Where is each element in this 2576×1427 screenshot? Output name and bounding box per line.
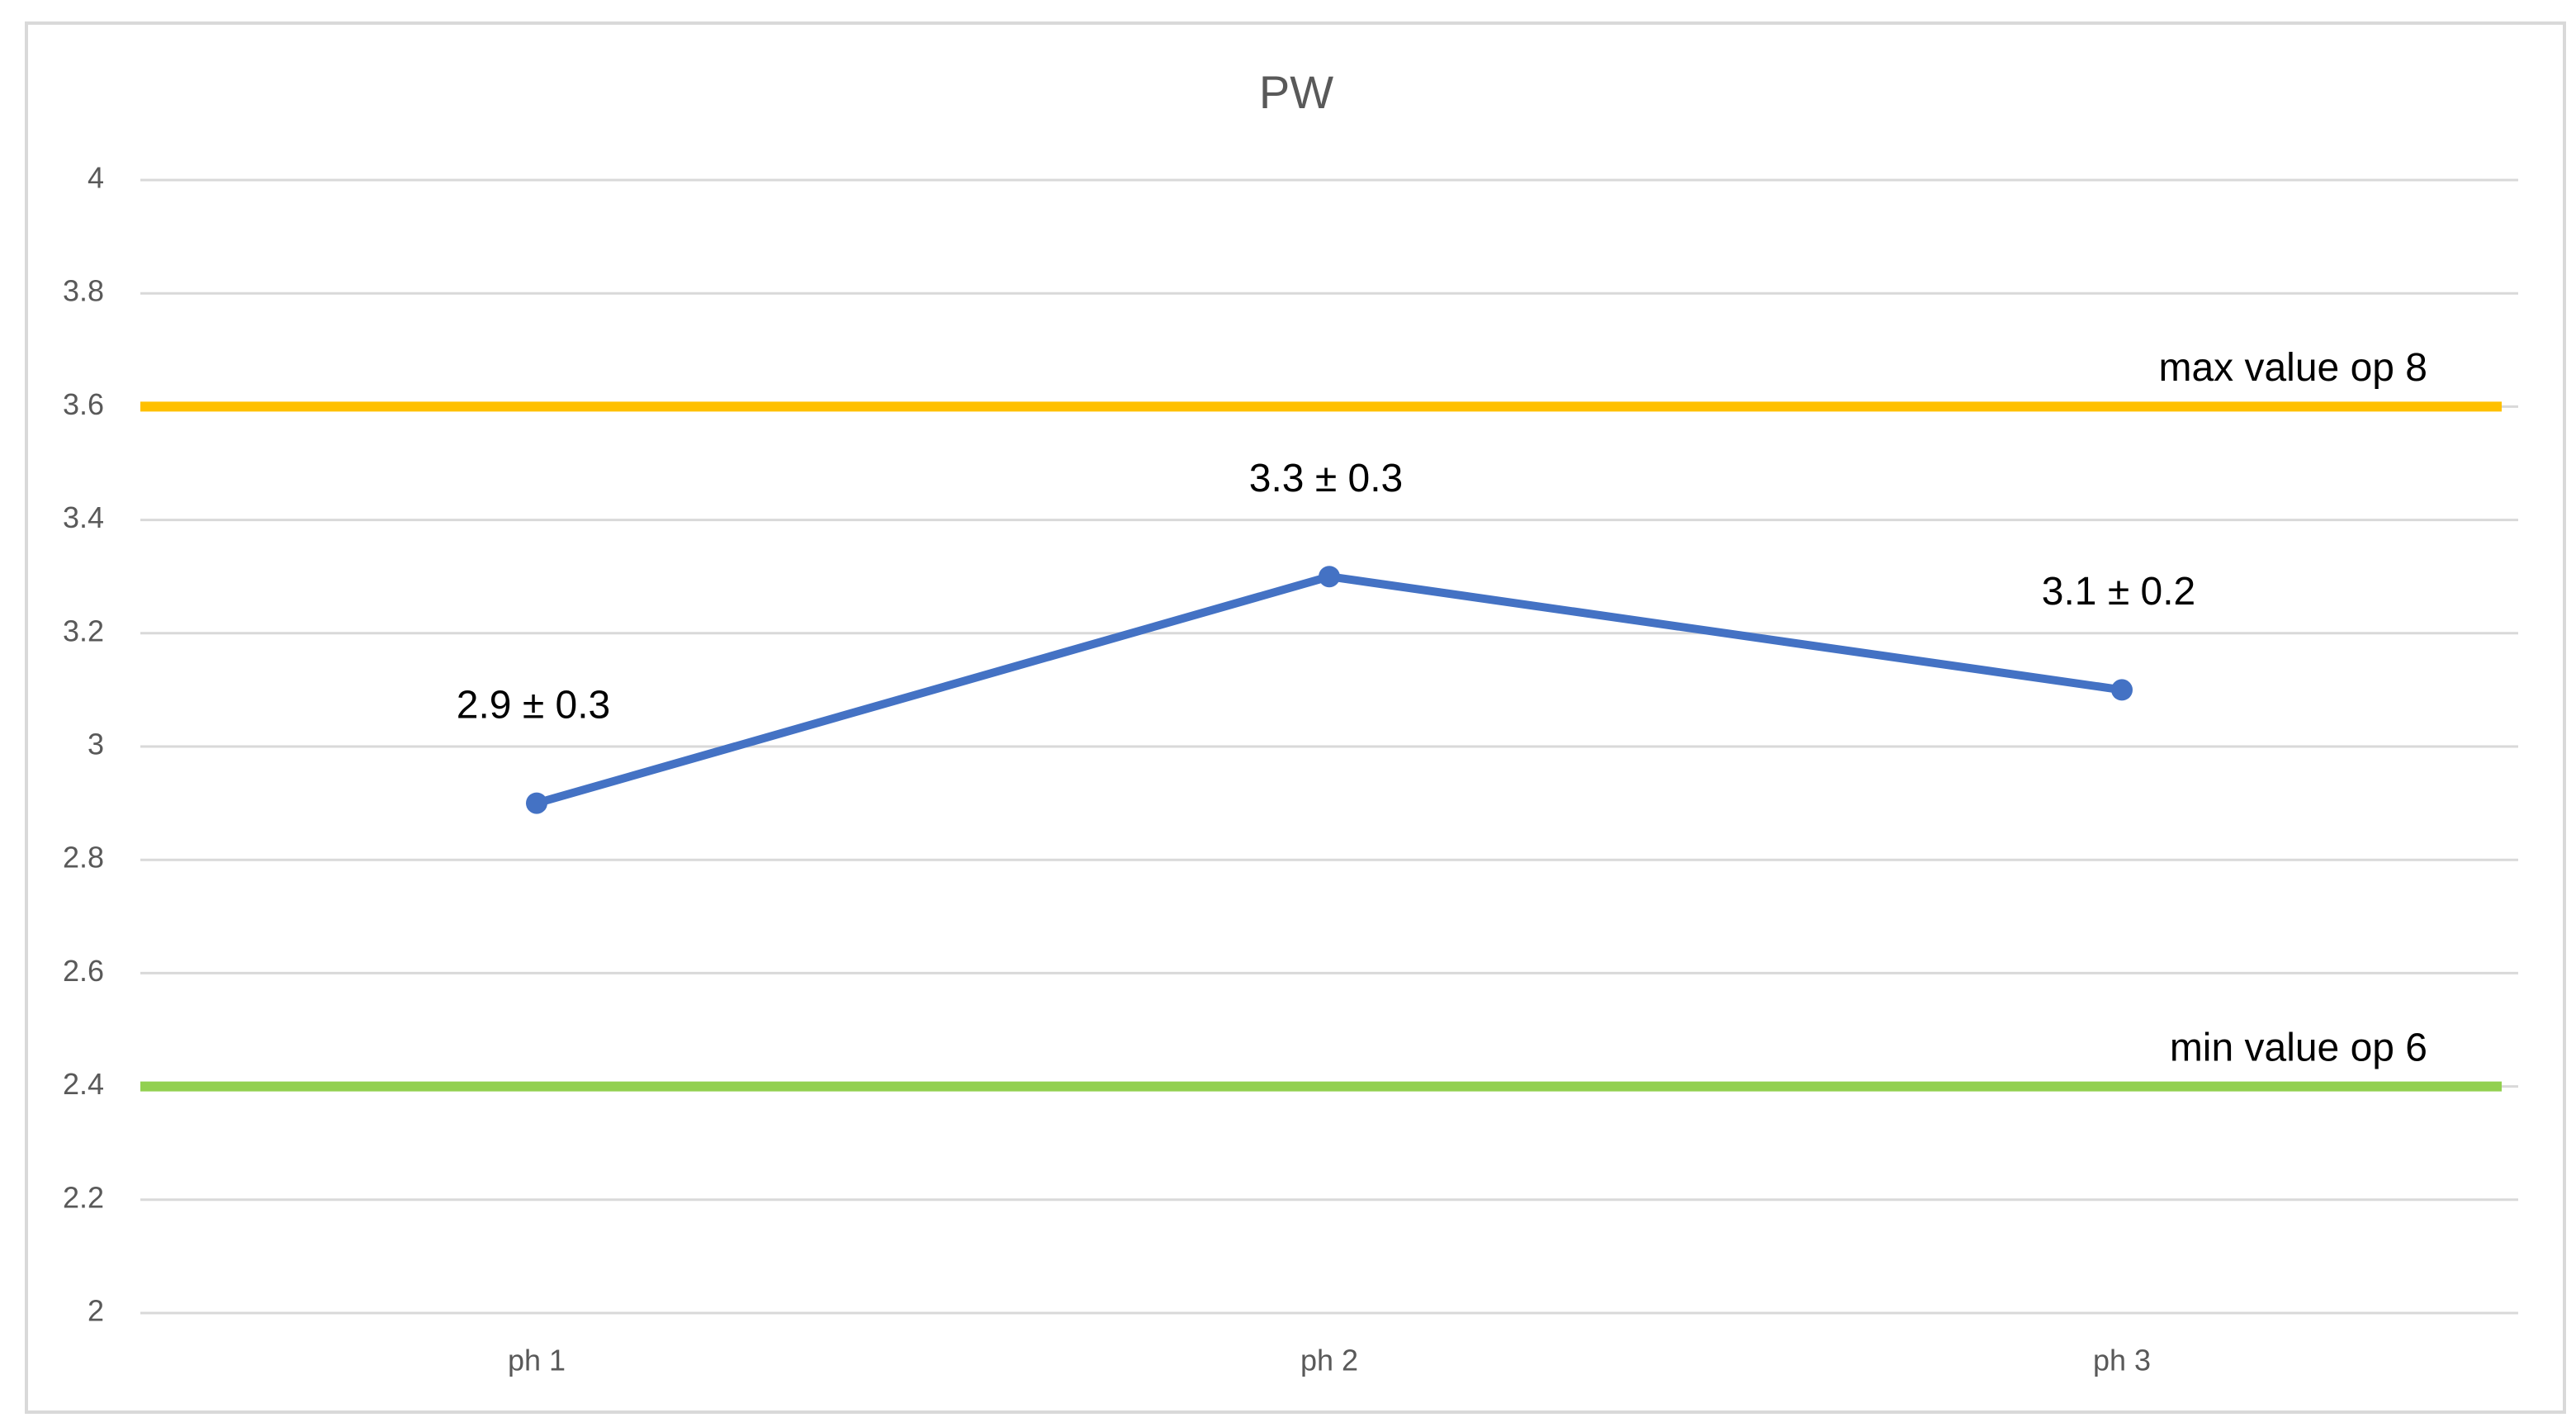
y-tick-label: 3.6: [63, 387, 104, 421]
chart-title: PW: [1259, 66, 1333, 118]
data-point: [1319, 566, 1340, 588]
y-tick-label: 3.4: [63, 500, 104, 534]
data-label: 3.3 ± 0.3: [1249, 457, 1403, 500]
data-label: 3.1 ± 0.2: [2042, 570, 2195, 614]
reference-label: max value op 8: [2158, 346, 2427, 390]
y-tick-label: 2.6: [63, 954, 104, 988]
y-tick-label: 3: [88, 728, 104, 761]
data-point: [2111, 679, 2133, 701]
chart-border: [25, 21, 2566, 1414]
y-tick-label: 2.2: [63, 1180, 104, 1214]
y-tick-label: 2.4: [63, 1067, 104, 1101]
x-tick-label: ph 1: [508, 1344, 566, 1377]
y-tick-label: 4: [88, 161, 104, 195]
y-tick-label: 2: [88, 1294, 104, 1328]
data-label: 2.9 ± 0.3: [457, 683, 610, 727]
x-tick-label: ph 2: [1300, 1344, 1358, 1377]
y-tick-label: 2.8: [63, 841, 104, 875]
data-point: [526, 792, 547, 814]
y-tick-label: 3.2: [63, 614, 104, 647]
reference-label: min value op 6: [2170, 1026, 2427, 1069]
y-tick-label: 3.8: [63, 274, 104, 308]
x-tick-label: ph 3: [2093, 1344, 2151, 1377]
